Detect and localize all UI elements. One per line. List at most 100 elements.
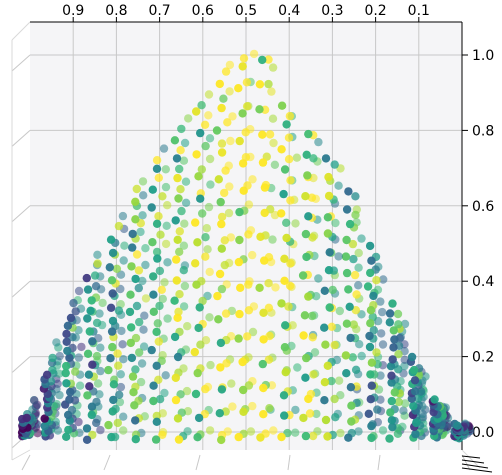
data-point (320, 323, 329, 332)
data-point (217, 139, 227, 148)
data-point (248, 327, 258, 337)
data-point (255, 80, 265, 89)
data-point (158, 192, 167, 201)
data-point (412, 418, 421, 428)
data-point (279, 189, 288, 199)
data-point (323, 213, 333, 222)
data-point (320, 378, 330, 387)
data-point (238, 62, 247, 71)
data-point (216, 338, 226, 348)
data-point (301, 431, 311, 441)
data-point (160, 388, 169, 398)
data-point (238, 109, 247, 118)
data-point (136, 227, 145, 237)
data-point (267, 381, 277, 390)
data-point (243, 332, 252, 341)
data-point (87, 296, 96, 305)
data-point (170, 296, 179, 305)
data-point (283, 428, 292, 438)
data-point (193, 238, 202, 247)
data-point (344, 285, 353, 294)
data-point (155, 301, 164, 311)
data-point (268, 114, 278, 123)
data-point (355, 340, 364, 349)
data-point (259, 308, 268, 317)
data-point (298, 271, 308, 280)
data-point (246, 427, 256, 436)
data-point (301, 229, 311, 239)
data-point (217, 244, 226, 253)
data-point (281, 321, 290, 330)
x-tick-label: 0.8 (105, 3, 127, 19)
data-point (217, 385, 227, 394)
data-point (152, 327, 161, 337)
data-point (132, 184, 141, 194)
data-point (367, 256, 376, 265)
data-point (126, 338, 135, 348)
data-point (30, 396, 39, 405)
data-point (220, 260, 229, 270)
data-point (341, 351, 351, 360)
data-point (106, 235, 116, 244)
z-tick-label: 0.2 (472, 350, 494, 366)
data-point (400, 361, 409, 371)
data-point (411, 429, 420, 439)
data-point (304, 394, 313, 404)
data-point (219, 94, 228, 103)
data-point (83, 314, 92, 323)
z-side-grid-line (11, 205, 31, 223)
data-point (285, 111, 295, 121)
z-side-grid-line (11, 356, 31, 373)
data-point (174, 194, 183, 203)
data-point (244, 230, 253, 239)
data-point (327, 322, 336, 331)
data-point (284, 302, 293, 311)
data-point (264, 55, 273, 64)
data-point (372, 348, 381, 357)
data-point (170, 136, 180, 145)
data-point (239, 186, 248, 195)
data-point (61, 432, 71, 441)
z-tick-label: 0.4 (472, 274, 494, 290)
data-point (153, 254, 162, 263)
data-point (304, 212, 313, 221)
data-point (131, 416, 140, 425)
data-point (367, 421, 376, 431)
data-point (181, 177, 191, 186)
data-point (163, 314, 172, 323)
data-point (158, 430, 167, 439)
data-point (248, 250, 257, 260)
data-point (40, 414, 49, 423)
data-point (308, 431, 318, 441)
data-point (84, 370, 94, 379)
data-point (83, 349, 93, 358)
data-point (239, 54, 249, 63)
data-point (134, 283, 143, 293)
data-point (258, 55, 267, 65)
data-point (299, 413, 308, 423)
data-point (141, 260, 150, 270)
data-point (131, 274, 140, 284)
data-point (292, 153, 302, 162)
data-point (342, 319, 352, 328)
data-point (104, 365, 113, 375)
data-point (171, 216, 180, 225)
data-point (114, 221, 124, 231)
data-point (260, 183, 270, 192)
data-point (264, 79, 273, 89)
data-point (136, 377, 146, 387)
data-point (174, 435, 184, 444)
data-point (156, 230, 165, 239)
data-point (277, 101, 287, 110)
data-point (366, 268, 375, 278)
data-point (352, 290, 361, 299)
data-point (331, 413, 340, 422)
data-point (309, 154, 318, 163)
data-point (204, 202, 214, 212)
data-point (307, 311, 317, 321)
data-point (198, 296, 207, 306)
data-point (180, 138, 190, 148)
data-point (69, 298, 78, 308)
z-side-grid-line (11, 130, 31, 147)
data-point (138, 211, 147, 220)
